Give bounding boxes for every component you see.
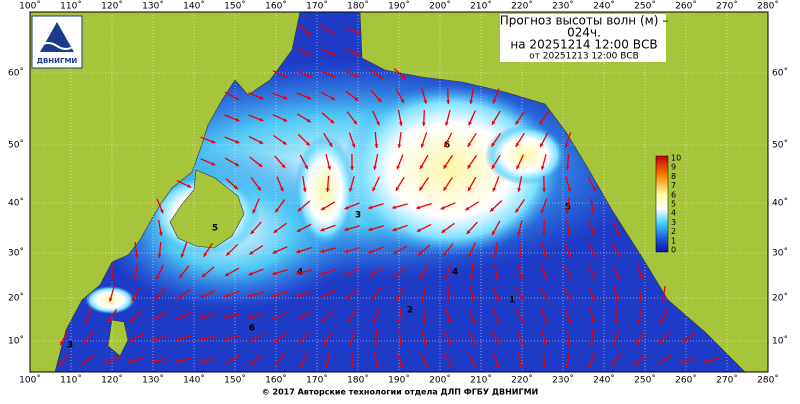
legend-label: 2 bbox=[671, 227, 676, 236]
latitude-label: 10˚ bbox=[772, 336, 788, 347]
legend-label: 0 bbox=[671, 246, 676, 255]
longitude-label: 220˚ bbox=[511, 375, 533, 386]
longitude-label: 260˚ bbox=[675, 375, 697, 386]
longitude-label: 270˚ bbox=[716, 1, 738, 12]
logo: ДВНИГМИ bbox=[32, 16, 82, 68]
longitude-label: 200˚ bbox=[429, 375, 451, 386]
latitude-label: 30˚ bbox=[772, 248, 788, 259]
title-box: Прогноз высоты волн (м) – 024ч. на 20251… bbox=[500, 14, 668, 63]
longitude-label: 100˚ bbox=[19, 1, 41, 12]
longitude-label: 210˚ bbox=[470, 1, 492, 12]
contour-label: 3 bbox=[355, 211, 361, 221]
longitude-label: 240˚ bbox=[593, 1, 615, 12]
longitude-label: 120˚ bbox=[101, 375, 123, 386]
contour-label: 1 bbox=[509, 296, 515, 306]
latitude-label: 50˚ bbox=[8, 140, 24, 151]
contour-label: 5 bbox=[212, 224, 218, 234]
latitude-label: 30˚ bbox=[8, 248, 24, 259]
longitude-label: 190˚ bbox=[388, 375, 410, 386]
longitude-label: 110˚ bbox=[60, 375, 82, 386]
longitude-label: 200˚ bbox=[429, 1, 451, 12]
longitude-label: 140˚ bbox=[183, 1, 205, 12]
longitude-label: 180˚ bbox=[347, 375, 369, 386]
longitude-label: 210˚ bbox=[470, 375, 492, 386]
longitude-label: 110˚ bbox=[60, 1, 82, 12]
legend-label: 4 bbox=[671, 209, 676, 218]
contour-label: 4 bbox=[452, 268, 458, 278]
issued: от 20251213 12:00 ВСВ bbox=[529, 52, 639, 62]
latitude-label: 60˚ bbox=[772, 68, 788, 79]
longitude-label: 240˚ bbox=[593, 375, 615, 386]
longitude-label: 160˚ bbox=[265, 375, 287, 386]
legend-label: 6 bbox=[671, 190, 676, 199]
latitude-label: 20˚ bbox=[772, 293, 788, 304]
legend-label: 5 bbox=[671, 200, 676, 209]
latitude-label: 40˚ bbox=[772, 198, 788, 209]
contour-label: 6 bbox=[249, 324, 255, 334]
legend-label: 8 bbox=[671, 172, 676, 181]
legend-label: 7 bbox=[671, 181, 676, 190]
longitude-label: 230˚ bbox=[552, 1, 574, 12]
contour-label: 3 bbox=[67, 341, 73, 351]
longitude-label: 280˚ bbox=[757, 1, 779, 12]
longitude-label: 150˚ bbox=[224, 375, 246, 386]
longitude-label: 170˚ bbox=[306, 1, 328, 12]
longitude-label: 260˚ bbox=[675, 1, 697, 12]
longitude-label: 170˚ bbox=[306, 375, 328, 386]
legend-label: 10 bbox=[671, 154, 681, 163]
longitude-label: 230˚ bbox=[552, 375, 574, 386]
latitude-label: 20˚ bbox=[8, 293, 24, 304]
longitude-label: 250˚ bbox=[634, 375, 656, 386]
latitude-label: 50˚ bbox=[772, 140, 788, 151]
title-line: на 20251214 12:00 ВСВ bbox=[510, 38, 657, 52]
longitude-label: 280˚ bbox=[757, 375, 779, 386]
longitude-label: 130˚ bbox=[142, 375, 164, 386]
logo-text: ДВНИГМИ bbox=[37, 57, 78, 65]
legend-label: 3 bbox=[671, 218, 676, 227]
longitude-label: 180˚ bbox=[347, 1, 369, 12]
longitude-label: 120˚ bbox=[101, 1, 123, 12]
longitude-label: 140˚ bbox=[183, 375, 205, 386]
latitude-label: 60˚ bbox=[8, 68, 24, 79]
colorbar-bar bbox=[656, 156, 668, 252]
footer: © 2017 Авторские технологии отдела ДЛП Ф… bbox=[262, 388, 538, 397]
longitude-label: 270˚ bbox=[716, 375, 738, 386]
legend-label: 1 bbox=[671, 236, 676, 245]
longitude-label: 150˚ bbox=[224, 1, 246, 12]
longitude-label: 130˚ bbox=[142, 1, 164, 12]
contour-label: 2 bbox=[407, 306, 413, 316]
latitude-label: 40˚ bbox=[8, 198, 24, 209]
latitude-label: 10˚ bbox=[8, 336, 24, 347]
longitude-label: 250˚ bbox=[634, 1, 656, 12]
longitude-label: 100˚ bbox=[19, 375, 41, 386]
longitude-label: 160˚ bbox=[265, 1, 287, 12]
legend-label: 9 bbox=[671, 163, 676, 172]
wave-peak bbox=[485, 125, 565, 185]
longitude-label: 190˚ bbox=[388, 1, 410, 12]
longitude-label: 220˚ bbox=[511, 1, 533, 12]
